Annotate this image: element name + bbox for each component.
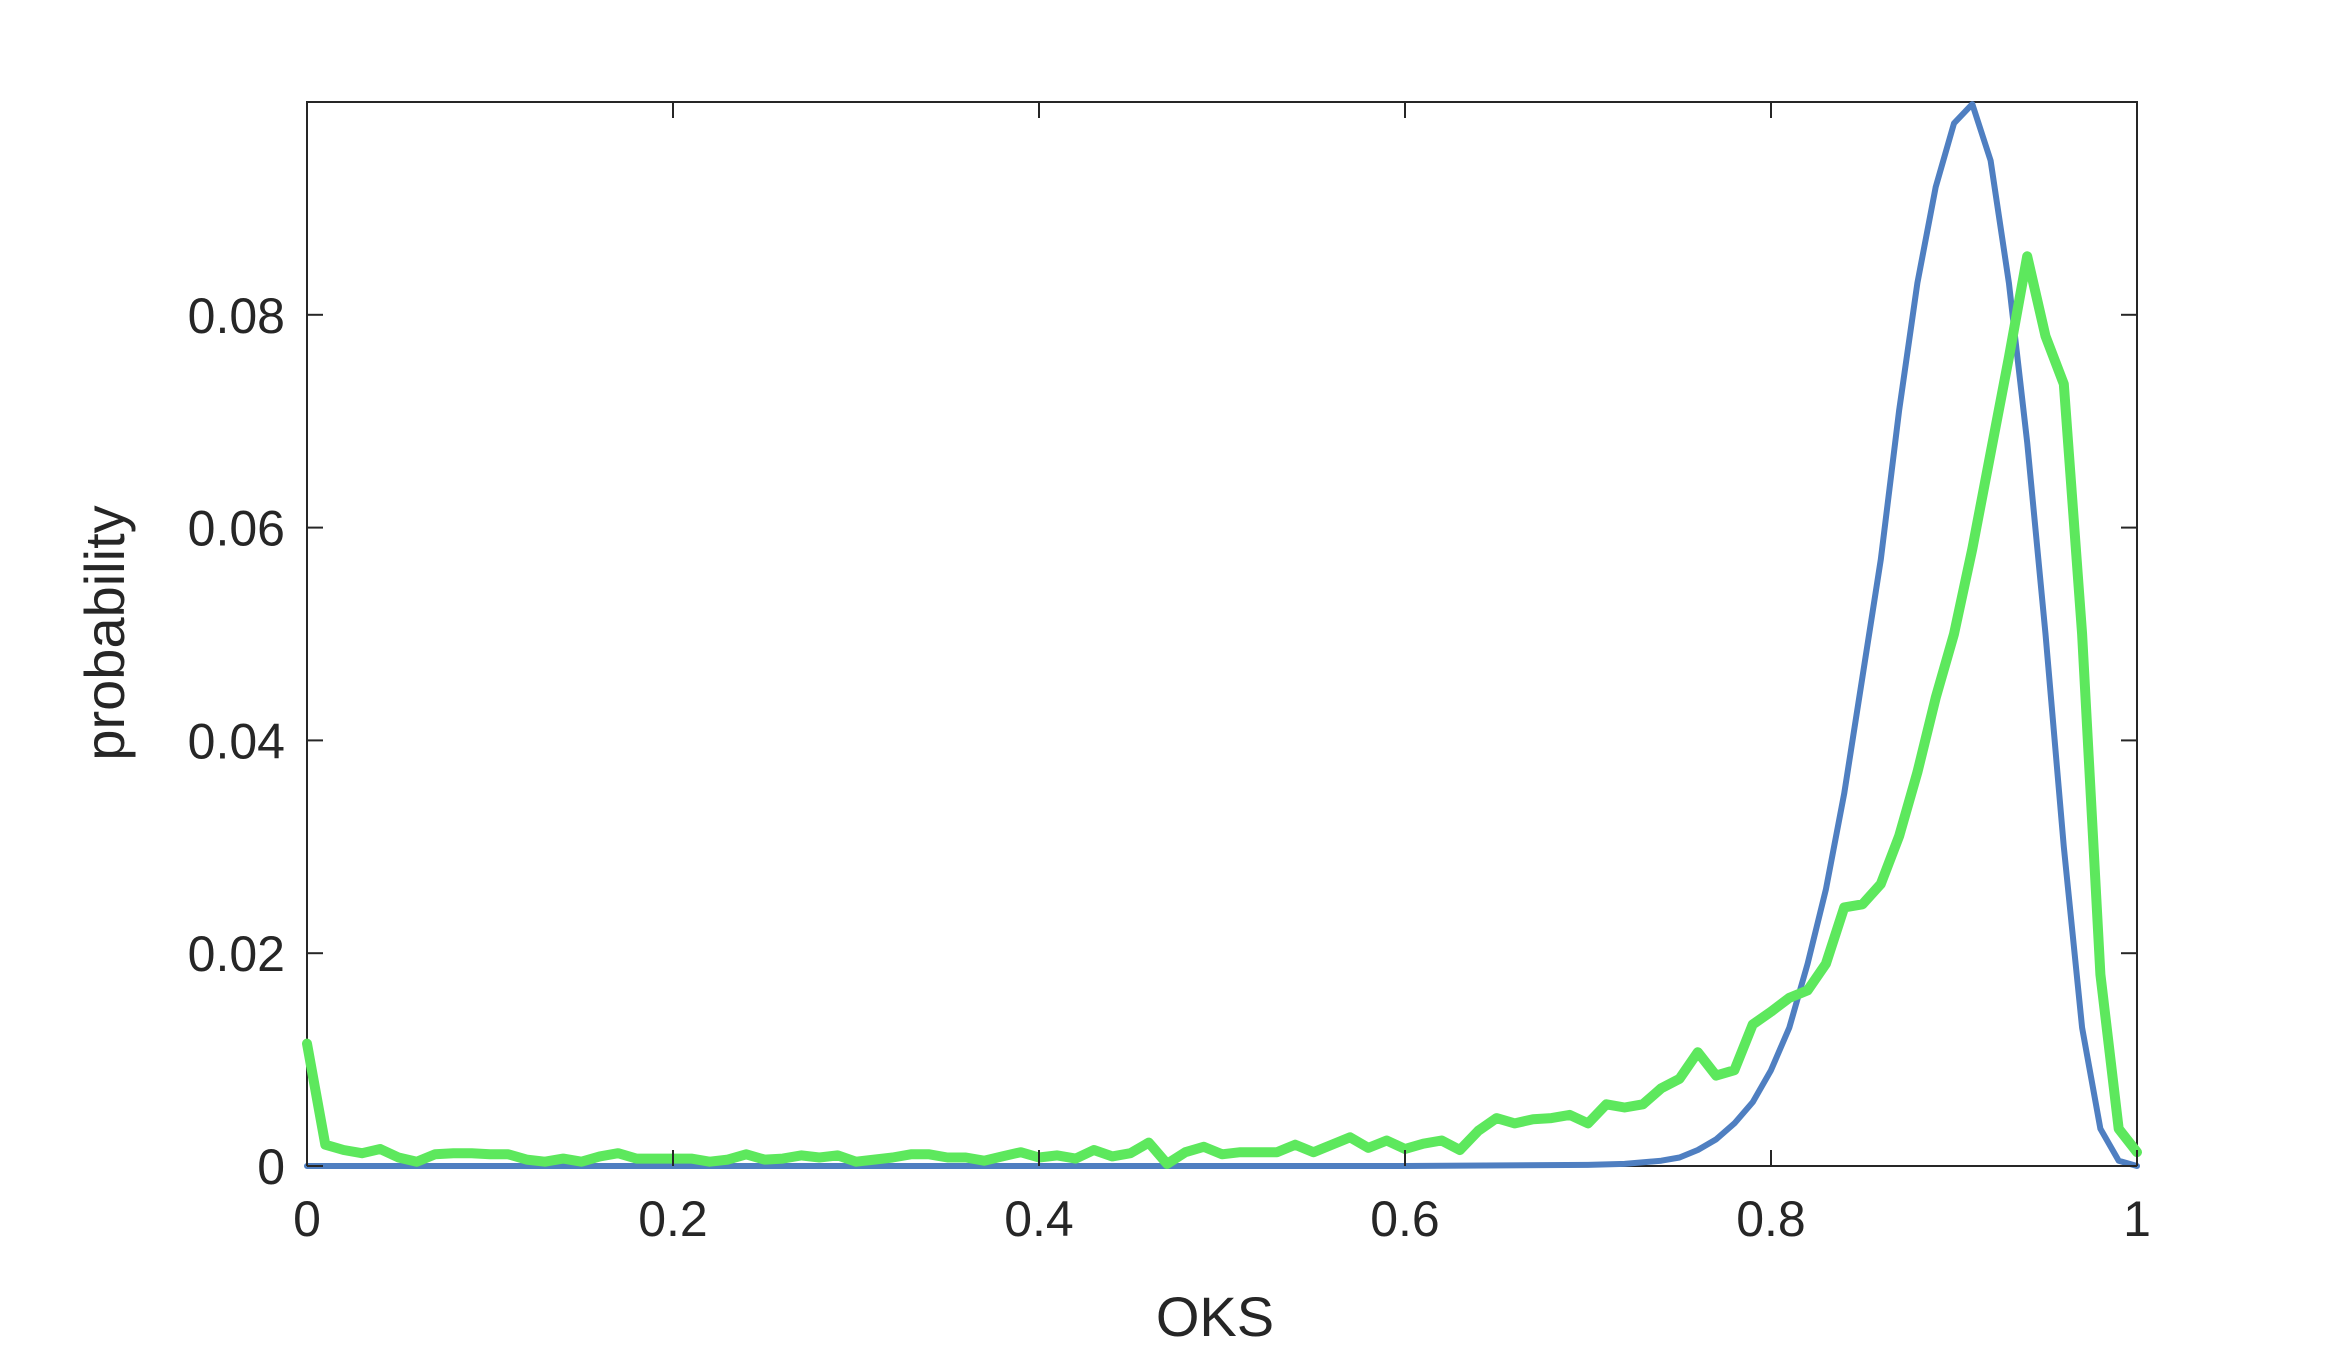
axes-box [306,101,2138,1167]
x-tick-label: 1 [2123,1191,2151,1247]
y-tick-label: 0.04 [188,713,285,769]
y-tick-label: 0.08 [188,288,285,344]
tick-layer: 0 0.2 0.4 0.6 0.8 1 0 0.02 0.04 0.06 0.08 [188,102,2151,1247]
x-tick-label: 0.8 [1736,1191,1806,1247]
y-tick-label: 0 [257,1139,285,1195]
series-line-2 [302,251,2142,1169]
x-tick-label: 0.2 [638,1191,708,1247]
series-layer [302,101,2142,1169]
y-axis-label: probability [73,505,136,760]
x-tick-label: 0.6 [1370,1191,1440,1247]
plot-area [306,101,2138,1167]
y-tick-label: 0.02 [188,926,285,982]
x-tick-label: 0 [293,1191,321,1247]
y-tick-label: 0.06 [188,501,285,557]
x-axis-label: OKS [1156,1285,1274,1346]
x-tick-label: 0.4 [1004,1191,1074,1247]
series-line-1 [304,101,2140,1169]
